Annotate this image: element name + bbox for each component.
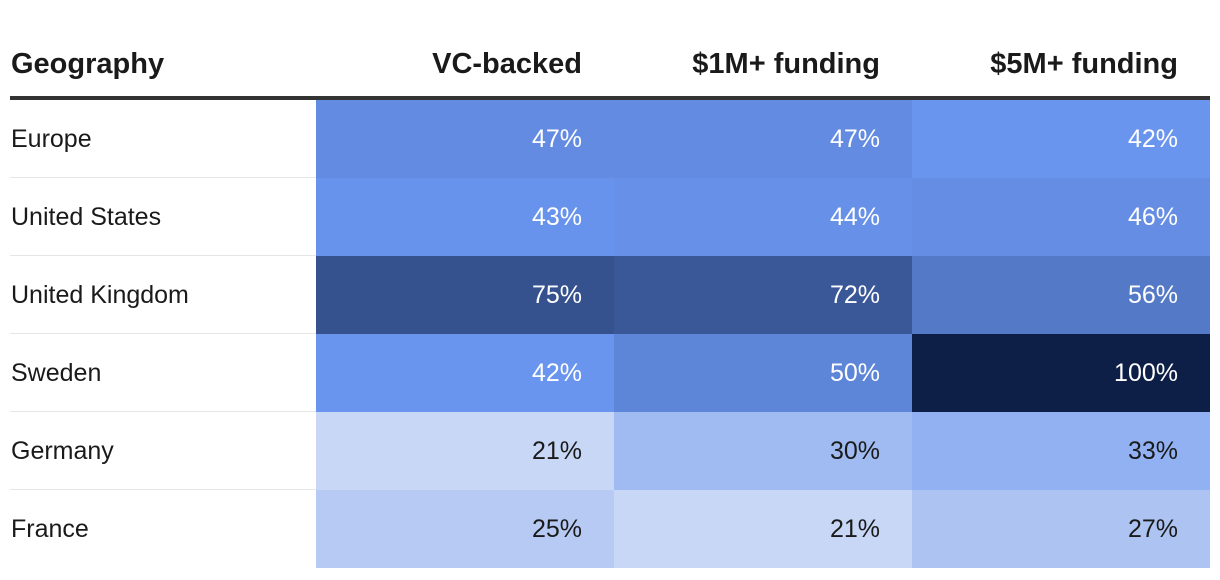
table-row: Europe 47% 47% 42% <box>10 100 1210 178</box>
heatmap-cell: 75% <box>316 256 614 334</box>
row-label: Sweden <box>10 334 316 412</box>
heatmap-cell: 42% <box>912 100 1210 178</box>
header-row: Geography VC-backed $1M+ funding $5M+ fu… <box>10 28 1210 100</box>
heatmap-cell: 42% <box>316 334 614 412</box>
table-row: Sweden 42% 50% 100% <box>10 334 1210 412</box>
column-header-5m-funding: $5M+ funding <box>990 48 1178 80</box>
table-row: France 25% 21% 27% <box>10 490 1210 568</box>
heatmap-cell: 25% <box>316 490 614 568</box>
column-header-vc-backed: VC-backed <box>432 48 582 80</box>
column-header-1m-funding: $1M+ funding <box>692 48 880 80</box>
heatmap-cell: 47% <box>316 100 614 178</box>
row-label: Europe <box>10 100 316 178</box>
heatmap-cell: 50% <box>614 334 912 412</box>
heatmap-cell: 21% <box>316 412 614 490</box>
row-label: United Kingdom <box>10 256 316 334</box>
table-row: Germany 21% 30% 33% <box>10 412 1210 490</box>
heatmap-cell: 56% <box>912 256 1210 334</box>
heatmap-cell: 30% <box>614 412 912 490</box>
row-label: Germany <box>10 412 316 490</box>
table-row: United States 43% 44% 46% <box>10 178 1210 256</box>
heatmap-cell: 47% <box>614 100 912 178</box>
heatmap-cell: 33% <box>912 412 1210 490</box>
heatmap-cell: 43% <box>316 178 614 256</box>
heatmap-cell: 44% <box>614 178 912 256</box>
heatmap-cell: 27% <box>912 490 1210 568</box>
row-label: France <box>11 515 89 543</box>
heatmap-table: Geography VC-backed $1M+ funding $5M+ fu… <box>10 28 1210 568</box>
heatmap-cell: 46% <box>912 178 1210 256</box>
heatmap-cell: 72% <box>614 256 912 334</box>
table-row: United Kingdom 75% 72% 56% <box>10 256 1210 334</box>
column-header-geography: Geography <box>11 48 165 80</box>
heatmap-cell: 21% <box>614 490 912 568</box>
row-label: United States <box>10 178 316 256</box>
heatmap-cell: 100% <box>912 334 1210 412</box>
